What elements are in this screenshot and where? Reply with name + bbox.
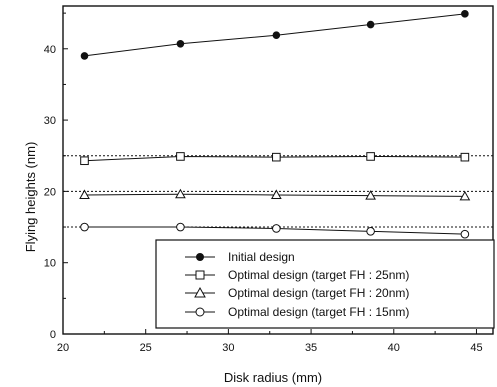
data-point (272, 152, 281, 162)
data-point (270, 189, 282, 199)
data-point (272, 224, 281, 233)
data-point (459, 190, 471, 201)
target-reference-lines (63, 155, 493, 228)
data-point (460, 229, 470, 239)
y-tick-label: 20 (44, 186, 56, 198)
data-point (460, 152, 470, 162)
series-layer (79, 10, 471, 239)
plot-frame (62, 5, 494, 335)
legend: Initial design Optimal design (target FH… (155, 239, 495, 329)
legend-entry-25nm: Optimal design (target FH : 25nm) (185, 268, 409, 282)
y-tick-label: 40 (44, 44, 56, 56)
legend-marker-15nm (195, 307, 205, 317)
y-tick-label: 30 (44, 115, 56, 127)
legend-entry-20nm: Optimal design (target FH : 20nm) (185, 286, 409, 300)
data-point (79, 189, 90, 199)
legend-entry-15nm: Optimal design (target FH : 15nm) (185, 305, 409, 319)
x-axis-title: Disk radius (mm) (224, 370, 322, 385)
y-tick-label: 10 (44, 258, 56, 270)
x-tick-label: 45 (470, 342, 482, 354)
data-point (176, 39, 185, 48)
x-tick-label: 20 (57, 342, 69, 354)
series-2 (80, 152, 470, 166)
data-point (366, 20, 375, 29)
data-point (80, 52, 89, 60)
data-point (366, 152, 375, 161)
series-3 (79, 188, 471, 201)
data-point (176, 152, 185, 161)
data-point (366, 227, 375, 236)
x-tick-label: 35 (305, 342, 317, 354)
series-1 (80, 10, 469, 60)
y-tick-label: 0 (50, 329, 56, 341)
legend-marker-25nm (195, 270, 205, 280)
x-tick-label: 25 (140, 342, 152, 354)
legend-box (155, 239, 495, 329)
legend-label-initial: Initial design (228, 250, 295, 264)
x-tick-label: 40 (388, 342, 400, 354)
legend-label-15nm: Optimal design (target FH : 15nm) (228, 305, 409, 319)
data-point (272, 31, 281, 40)
legend-marker-initial (196, 253, 204, 261)
data-point (175, 188, 186, 199)
legend-label-25nm: Optimal design (target FH : 25nm) (228, 268, 409, 282)
data-point (365, 190, 376, 200)
data-point (80, 222, 89, 232)
plot-area (62, 5, 494, 335)
data-point (80, 156, 89, 166)
x-tick-label: 30 (222, 342, 234, 354)
legend-entry-initial: Initial design (185, 250, 295, 264)
data-point (176, 222, 185, 232)
legend-label-20nm: Optimal design (target FH : 20nm) (228, 286, 409, 300)
y-axis-title: Flying heights (nm) (23, 142, 38, 253)
series-4 (80, 222, 470, 239)
axis-ticks: 20 25 30 35 40 45 0 10 20 30 40 (44, 12, 483, 354)
data-point (461, 10, 469, 18)
legend-marker-20nm (194, 286, 206, 298)
